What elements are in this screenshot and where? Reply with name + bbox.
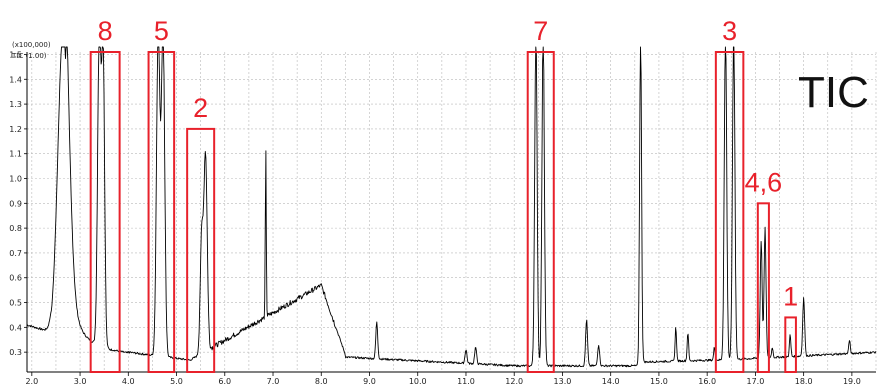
annotation-label: 1: [783, 281, 798, 311]
annotation-label: 4,6: [745, 167, 783, 197]
legend-entry: TIC (1.00): [11, 52, 47, 60]
annotation-box-7: [784, 316, 797, 374]
x-tick-label: 16.0: [698, 377, 716, 386]
annotation-box-3: [186, 127, 216, 373]
tic-trace: [27, 46, 877, 368]
annotation-box-1: [89, 51, 121, 373]
annotation-label: 3: [722, 16, 737, 46]
y-tick-label: 1.4: [9, 75, 22, 84]
x-tick-label: 2.0: [25, 377, 38, 386]
y-tick-label: 0.5: [9, 299, 22, 308]
x-tick-label: 9.0: [363, 377, 376, 386]
annotation-box-6: [756, 202, 770, 373]
x-tick-label: 7.0: [267, 377, 280, 386]
annotation-label: 2: [193, 93, 208, 123]
x-tick-label: 4.0: [122, 377, 135, 386]
x-tick-label: 12.0: [505, 377, 523, 386]
y-tick-label: 0.9: [9, 199, 22, 208]
x-tick-label: 18.0: [795, 377, 813, 386]
y-tick-label: 1.1: [9, 150, 22, 159]
x-tick-label: 17.0: [746, 377, 764, 386]
y-tick-label: 1.3: [9, 100, 22, 109]
annotation-box-4: [526, 51, 555, 373]
y-tick-label: 0.7: [9, 249, 22, 258]
y-tick-label: 0.6: [9, 274, 22, 283]
y-tick-label: 0.8: [9, 224, 22, 233]
annotation-label: 8: [98, 16, 113, 46]
chart-title: TIC: [798, 68, 869, 117]
x-tick-label: 11.0: [457, 377, 475, 386]
y-tick-label: 0.4: [9, 323, 22, 332]
grid-lines: [27, 52, 877, 372]
x-tick-label: 6.0: [218, 377, 231, 386]
annotation-label: 5: [154, 16, 169, 46]
annotation-label: 7: [533, 16, 548, 46]
annotation-box-2: [147, 51, 176, 373]
x-tick-label: 15.0: [650, 377, 668, 386]
y-tick-label: 1.5: [9, 50, 22, 59]
x-tick-label: 13.0: [554, 377, 572, 386]
y-tick-label: 1.2: [9, 125, 22, 134]
y-scale-label: (x100,000): [12, 41, 51, 49]
x-tick-label: 10.0: [409, 377, 427, 386]
y-tick-label: 0.3: [9, 348, 22, 357]
annotation-boxes: 8 5 2 7 3 4,6 1: [89, 16, 798, 374]
annotation-box-5: [714, 51, 745, 373]
x-tick-label: 19.0: [843, 377, 861, 386]
tick-labels: 2.0 3.0 4.0 5.0 6.0 7.0 8.0 9.0 10.0 11.0 12.0 13.0…: [9, 50, 861, 386]
x-tick-label: 5.0: [170, 377, 183, 386]
y-tick-label: 1.0: [9, 175, 22, 184]
x-tick-label: 14.0: [602, 377, 620, 386]
x-tick-label: 3.0: [74, 377, 87, 386]
x-tick-label: 8.0: [315, 377, 328, 386]
